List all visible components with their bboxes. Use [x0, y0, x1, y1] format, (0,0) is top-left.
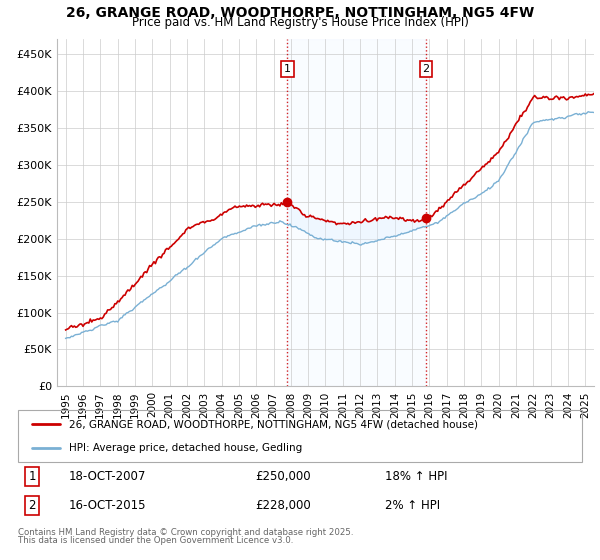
Text: 2% ↑ HPI: 2% ↑ HPI — [385, 499, 440, 512]
Text: 1: 1 — [284, 64, 291, 74]
Text: 18-OCT-2007: 18-OCT-2007 — [69, 469, 146, 483]
Text: This data is licensed under the Open Government Licence v3.0.: This data is licensed under the Open Gov… — [18, 536, 293, 545]
Text: 1: 1 — [28, 469, 36, 483]
Text: £250,000: £250,000 — [255, 469, 311, 483]
Text: Contains HM Land Registry data © Crown copyright and database right 2025.: Contains HM Land Registry data © Crown c… — [18, 528, 353, 536]
Bar — [287, 39, 426, 386]
Text: £228,000: £228,000 — [255, 499, 311, 512]
Text: 26, GRANGE ROAD, WOODTHORPE, NOTTINGHAM, NG5 4FW: 26, GRANGE ROAD, WOODTHORPE, NOTTINGHAM,… — [66, 6, 534, 20]
Text: 16-OCT-2015: 16-OCT-2015 — [69, 499, 146, 512]
Text: 2: 2 — [422, 64, 430, 74]
Text: 26, GRANGE ROAD, WOODTHORPE, NOTTINGHAM, NG5 4FW (detached house): 26, GRANGE ROAD, WOODTHORPE, NOTTINGHAM,… — [69, 419, 478, 430]
Text: 2: 2 — [28, 499, 36, 512]
Text: 18% ↑ HPI: 18% ↑ HPI — [385, 469, 447, 483]
Text: Price paid vs. HM Land Registry's House Price Index (HPI): Price paid vs. HM Land Registry's House … — [131, 16, 469, 29]
Text: HPI: Average price, detached house, Gedling: HPI: Average price, detached house, Gedl… — [69, 443, 302, 453]
